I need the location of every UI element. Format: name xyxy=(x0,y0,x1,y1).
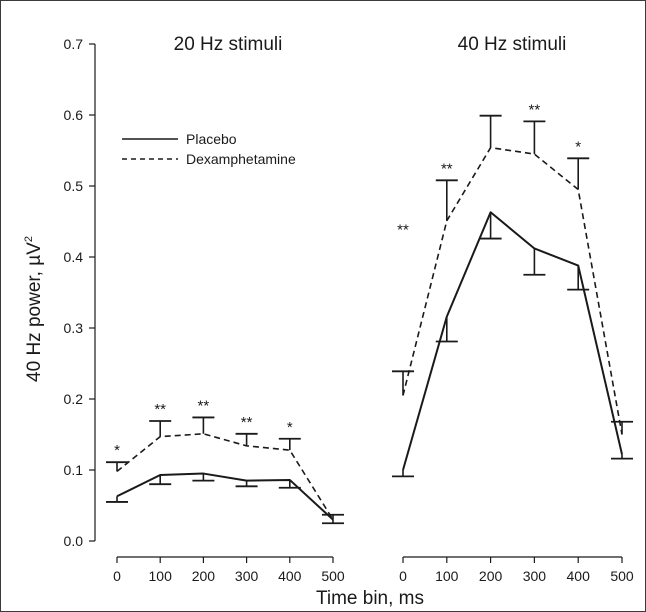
significance-marker-20hz: ** xyxy=(241,414,253,431)
significance-marker-20hz: * xyxy=(287,419,293,436)
y-tick-label: 0.5 xyxy=(64,178,84,194)
x-tick-label-40hz: 0 xyxy=(399,568,407,584)
x-tick-label-20hz: 300 xyxy=(235,568,259,584)
y-tick-label: 0.4 xyxy=(64,249,84,265)
marks-layer: *** **** ******** xyxy=(106,101,633,525)
x-tick-label-40hz: 400 xyxy=(567,568,591,584)
y-tick-label: 0.1 xyxy=(64,462,84,478)
y-tick-label: 0.7 xyxy=(64,36,84,52)
significance-marker-40hz: * xyxy=(575,138,581,155)
y-tick-label: 0.2 xyxy=(64,391,84,407)
y-tick-label: 0.6 xyxy=(64,107,84,123)
significance-marker-20hz: * xyxy=(114,442,120,459)
series-line-dexamphetamine-40hz xyxy=(402,146,623,435)
y-tick-label: 0.3 xyxy=(64,320,84,336)
significance-marker-20hz: ** xyxy=(198,397,210,414)
series-line-placebo-20hz xyxy=(116,472,334,521)
x-tick-label-40hz: 300 xyxy=(523,568,547,584)
x-tick-label-20hz: 500 xyxy=(321,568,345,584)
panel-title-40hz: 40 Hz stimuli xyxy=(458,34,567,55)
legend-label-placebo: Placebo xyxy=(186,131,237,147)
x-tick-label-20hz: 0 xyxy=(113,568,121,584)
x-tick-label-40hz: 100 xyxy=(435,568,459,584)
significance-marker-20hz: ** xyxy=(154,401,166,418)
significance-marker-40hz: ** xyxy=(397,221,409,238)
panel-title-20hz: 20 Hz stimuli xyxy=(174,34,283,55)
axes-layer: 0.0 0.1 0.2 0.3 0.4 0.5 0.6 0.7 0 100 200 300 400 500… xyxy=(64,36,634,584)
legend-label-dexamphetamine: Dexamphetamine xyxy=(186,151,296,167)
series-line-dexamphetamine-20hz xyxy=(116,432,334,521)
x-axis-label: Time bin, ms xyxy=(316,588,424,609)
y-axis-label-superscript: 2 xyxy=(23,236,35,242)
x-tick-label-40hz: 500 xyxy=(610,568,634,584)
significance-marker-40hz: ** xyxy=(441,160,453,177)
legend: Placebo Dexamphetamine xyxy=(122,131,296,167)
y-tick-label: 0.0 xyxy=(64,533,84,549)
significance-marker-40hz: ** xyxy=(529,101,541,118)
y-axis-label: 40 Hz power, µV2 xyxy=(23,236,45,382)
x-tick-label-20hz: 200 xyxy=(192,568,216,584)
y-axis-label-text: 40 Hz power, µV xyxy=(24,242,45,382)
x-tick-label-40hz: 200 xyxy=(479,568,503,584)
x-tick-label-20hz: 400 xyxy=(278,568,302,584)
x-tick-label-20hz: 100 xyxy=(149,568,173,584)
